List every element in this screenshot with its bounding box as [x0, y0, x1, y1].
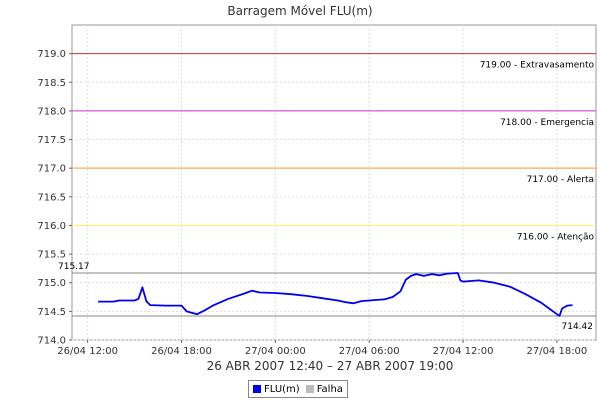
y-tick-label: 718.0 [37, 106, 66, 117]
legend-label-falha: Falha [316, 383, 343, 395]
legend-item-flu[interactable]: FLU(m) [253, 384, 300, 395]
y-tick-label: 717.5 [37, 135, 66, 146]
y-tick-label: 717.0 [37, 164, 66, 175]
y-tick-label: 715.0 [37, 278, 66, 289]
x-axis: 26/04 12:00 26/04 18:00 27/04 00:00 27/04 0… [57, 340, 587, 357]
chart-title: Barragem Móvel FLU(m) [227, 4, 372, 18]
y-tick-label: 718.5 [37, 78, 66, 89]
range-lines: 715.17 714.42 [58, 262, 596, 332]
legend-label-flu: FLU(m) [264, 383, 300, 395]
x-axis-label: 26 ABR 2007 12:40 – 27 ABR 2007 19:00 [207, 359, 454, 373]
x-tick-label: 26/04 18:00 [151, 346, 212, 357]
y-tick-label: 715.5 [37, 250, 66, 261]
series-line-flu [98, 272, 573, 317]
range-label-max: 715.17 [58, 262, 90, 272]
threshold-label: 719.00 - Extravasamento [480, 61, 595, 71]
x-tick-label: 27/04 18:00 [526, 346, 587, 357]
y-tick-label: 714.0 [37, 336, 66, 347]
plot-area [71, 24, 597, 341]
range-label-min: 714.42 [562, 322, 594, 332]
x-tick-label: 27/04 00:00 [245, 346, 306, 357]
y-axis: 714.0 714.5 715.0 715.5 716.0 716.5 717.0 717.5… [37, 49, 72, 347]
legend-swatch-falha [305, 385, 314, 393]
y-tick-label: 719.0 [37, 49, 66, 60]
x-tick-label: 27/04 06:00 [339, 346, 400, 357]
legend-swatch-flu [253, 385, 261, 393]
threshold-label: 718.00 - Emergencia [500, 118, 594, 128]
y-tick-label: 716.0 [37, 221, 66, 232]
threshold-lines: 719.00 - Extravasamento 718.00 - Emergenc… [72, 53, 596, 242]
legend-item-falha[interactable]: Falha [305, 383, 343, 395]
series-group [98, 272, 573, 317]
threshold-label: 716.00 - Atenção [517, 232, 595, 242]
y-tick-label: 716.5 [37, 192, 66, 203]
legend: FLU(m) Falha [248, 380, 348, 398]
y-tick-label: 714.5 [37, 307, 66, 318]
x-tick-label: 26/04 12:00 [57, 346, 118, 357]
threshold-label: 717.00 - Alerta [527, 175, 594, 185]
x-tick-label: 27/04 12:00 [433, 346, 494, 357]
